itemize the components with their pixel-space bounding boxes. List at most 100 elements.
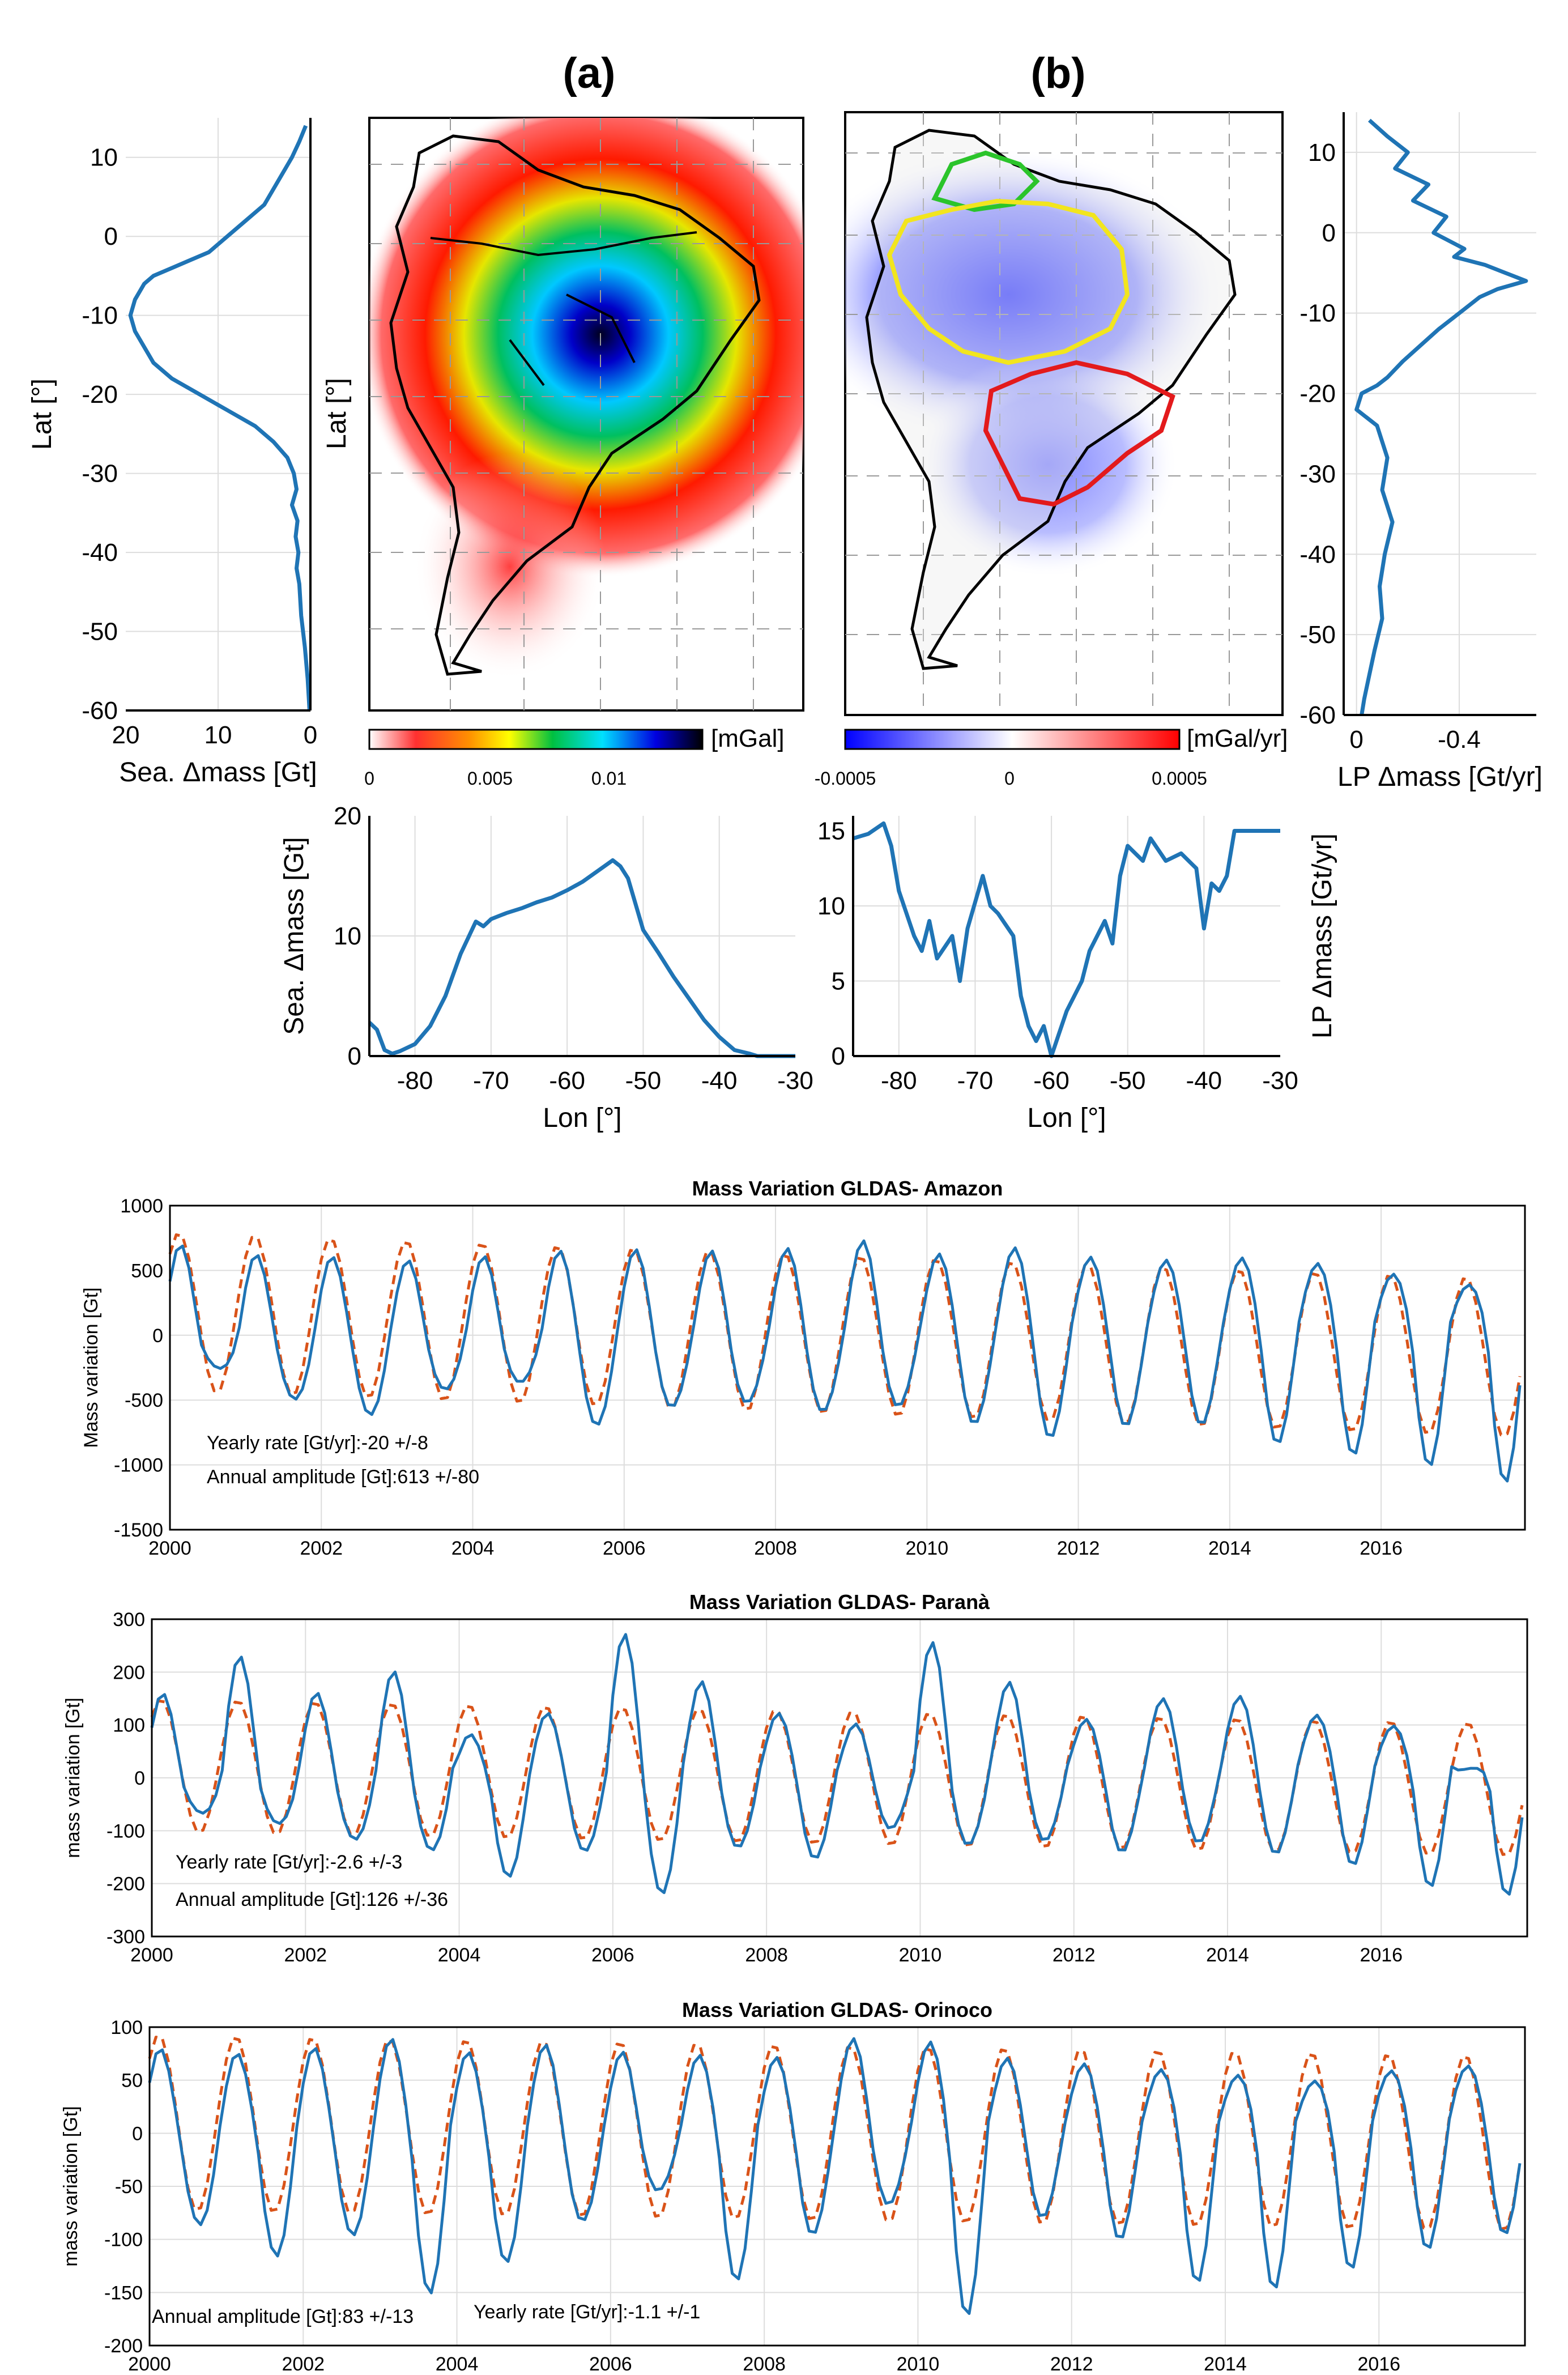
tick-label: -70 [957,1067,994,1095]
map-a: Lat [°] [322,117,804,712]
axis-label: Sea. Δmass [Gt] [279,837,309,1035]
tick-label: -40 [1299,540,1336,568]
tick-label: -30 [82,460,118,488]
tick-label: 0 [104,223,118,250]
tick-label: 2004 [436,2353,479,2375]
tick-label: 0 [1349,726,1363,754]
tick-label: 2000 [128,2353,171,2375]
tick-label: 2012 [1053,1944,1096,1966]
map-b-basin-amazon [887,198,1130,365]
colorbar-a-tick: 0.01 [591,768,627,789]
ts-orinoco-annual-fit [148,2036,1522,2231]
tick-label: 2000 [148,1538,191,1559]
map-a-coastline [389,134,761,676]
tick-label: 2010 [899,1944,942,1966]
map-b [844,111,1284,716]
tick-label: 0 [1322,219,1336,247]
colorbar-b-tick: 0.0005 [1152,768,1207,789]
panel-label-b: (b) [1030,49,1085,97]
tick-label: -40 [1186,1067,1222,1095]
annotation-text: Annual amplitude [Gt]:126 +/-36 [176,1889,448,1910]
lon-seasonal-chart: -80 -70 -60 -50 -40 -30 0 10 20 Lon [°] Sea. Δmass… [279,802,813,1133]
tick-label: -300 [106,1926,145,1948]
annotation-text: Yearly rate [Gt/yr]:-20 +/-8 [207,1432,428,1454]
tick-label: 2014 [1204,2353,1247,2375]
map-a-signal-south [414,453,606,680]
chart-title: Mass Variation GLDAS- Amazon [692,1177,1003,1200]
map-a-grid [369,118,803,710]
axis-label: Lat [°] [27,378,57,450]
tick-label: 10 [90,144,118,172]
tick-label: -30 [1262,1067,1298,1095]
tick-label: 20 [112,721,140,749]
tick-label: 0 [832,1042,845,1070]
lat-longperiod-chart: 0 -0.4 10 0 -10 -20 -30 -40 -50 -60 LP Δmass [Gt/y… [1299,112,1543,792]
tick-label: -20 [82,381,118,408]
ts-parana-chart: 2000 2002 2004 2006 2008 2010 2012 2014 20163002… [62,1590,1528,1966]
tick-label: 2002 [300,1538,343,1559]
tick-label: -200 [106,1874,145,1895]
tick-label: -100 [104,2229,143,2251]
map-b-coastline [865,129,1237,670]
tick-label: 10 [817,892,845,920]
tick-label: -60 [549,1067,585,1095]
colorbar-a: [mGal] 0 0.005 0.01 [364,725,784,789]
tick-label: 1000 [120,1195,163,1217]
tick-label: 2004 [451,1538,495,1559]
lon-longperiod-series-line [853,821,1280,1058]
lat-seasonal-chart: 20 10 0 10 0 -10 -20 -30 -40 -50 -60 Sea. Δmass [Gt… [27,118,317,788]
chart-title: Mass Variation GLDAS- Paranà [689,1590,990,1614]
tick-label: -200 [104,2335,143,2357]
tick-label: 2012 [1050,2353,1093,2375]
axis-frame [148,2026,1526,2347]
tick-label: 10 [204,721,232,749]
tick-label: 2006 [591,1944,634,1966]
tick-label: 0 [132,2123,143,2144]
ts-amazon-gldas-series [168,1239,1522,1483]
axis-frame [169,1204,1526,1531]
tick-label: 100 [110,2017,143,2038]
lon-seasonal-series-line [368,858,795,1058]
tick-label: -1500 [114,1520,163,1541]
tick-label: -30 [1299,460,1336,488]
ts-amazon-chart: 2000 2002 2004 2006 2008 2010 2012 2014 2016 1000… [80,1177,1526,1559]
tick-label: -10 [1299,300,1336,327]
axis-label: mass variation [Gt] [62,1697,84,1858]
tick-label: 2000 [130,1944,173,1966]
tick-label: 10 [334,922,361,950]
tick-label: -50 [625,1067,662,1095]
tick-label: -500 [125,1390,163,1411]
tick-label: 0 [348,1042,361,1070]
tick-label: -50 [1299,621,1336,649]
tick-label: 2016 [1360,1944,1403,1966]
ts-parana-gldas-series [150,1633,1524,1896]
map-b-basin-parana [983,360,1175,507]
lat-seasonal-series-line [128,125,312,711]
axis-label: Mass variation [Gt] [80,1287,102,1448]
tick-label: 0 [304,721,317,749]
tick-label: 2014 [1208,1538,1251,1559]
tick-label: 0 [134,1768,145,1789]
tick-label: -10 [82,302,118,330]
lat-longperiod-series-line [1354,118,1528,716]
map-a-rivers [430,231,697,386]
tick-label: -100 [106,1820,145,1842]
lon-longperiod-chart: -80 -70 -60 -50 -40 -30 0 5 10 15 Lon [°] LP Δmass … [817,816,1337,1133]
tick-label: -1000 [114,1455,163,1476]
tick-label: -70 [473,1067,509,1095]
axis-label: Lon [°] [543,1103,621,1133]
tick-label: 300 [113,1609,145,1631]
tick-label: 0 [152,1325,163,1347]
chart-title: Mass Variation GLDAS- Orinoco [682,1998,992,2021]
tick-label: 50 [121,2070,143,2092]
tick-label: 2008 [743,2353,786,2375]
axis-label: mass variation [Gt] [60,2106,82,2266]
tick-label: 20 [334,802,361,830]
colorbar-b-tick: 0 [1004,768,1015,789]
tick-label: -60 [1033,1067,1070,1095]
tick-label: 2010 [905,1538,948,1559]
axis-label: LP Δmass [Gt/yr] [1337,762,1543,792]
tick-label: 2002 [284,1944,327,1966]
colorbar-b-unit: [mGal/yr] [1187,725,1288,752]
